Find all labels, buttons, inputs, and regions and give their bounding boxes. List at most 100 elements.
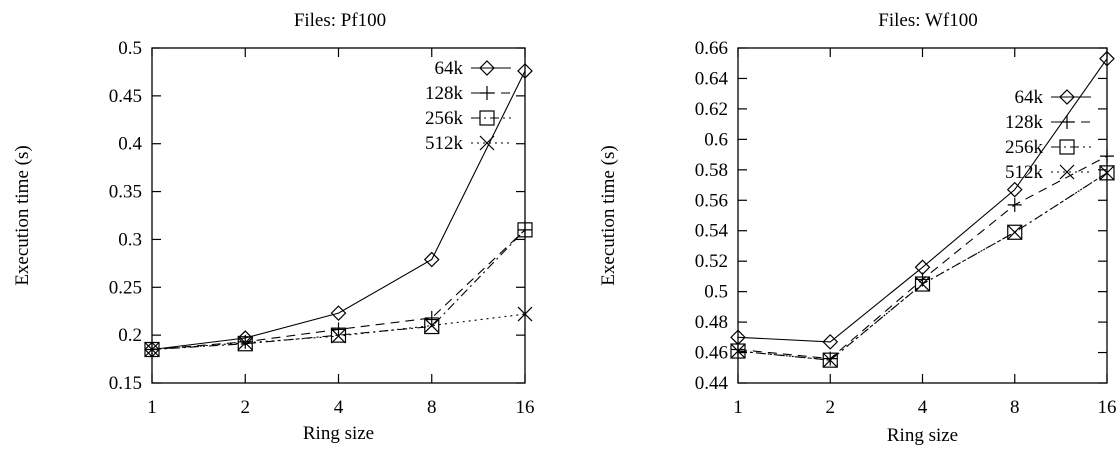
data-point [517, 222, 533, 238]
series-128k [731, 149, 1114, 366]
data-point [1099, 165, 1115, 181]
legend-entry: 64k [435, 58, 511, 79]
data-point [424, 318, 440, 333]
x-tick-label: 16 [1098, 397, 1117, 418]
y-tick-label: 0.56 [695, 190, 728, 211]
data-point [822, 352, 838, 368]
legend-entry: 256k [425, 108, 511, 129]
data-point [517, 63, 533, 79]
chart-2: 0.44 0.46 0.48 0.5 0.52 0.54 0.56 0.58 0.6 0.62 0.… [598, 10, 1117, 446]
x-tick-label: 2 [826, 397, 836, 418]
legend-label: 256k [425, 108, 464, 129]
x-tick-label: 8 [1010, 397, 1020, 418]
legend-marker [480, 86, 494, 100]
data-point [424, 318, 440, 335]
x-tick-label: 8 [427, 397, 437, 418]
data-point [331, 328, 346, 344]
legend-entry: 128k [1005, 112, 1091, 133]
data-point [822, 352, 838, 368]
legend-entry: 64k [1015, 87, 1091, 108]
data-point [1007, 224, 1023, 240]
legend-label: 64k [1015, 87, 1044, 108]
x-tick-label: 4 [918, 397, 928, 418]
legend-label: 512k [425, 133, 464, 154]
series-256k [144, 222, 533, 358]
y-tick-label: 0.66 [695, 38, 728, 59]
legend-label: 128k [425, 83, 464, 104]
data-point [424, 310, 439, 325]
x-tick-label: 1 [733, 397, 743, 418]
chart-1: 0.15 0.2 0.25 0.3 0.35 0.4 0.45 0.5 1 2 4 8 16 Files:… [12, 10, 535, 444]
legend-marker [1059, 89, 1075, 105]
legend-label: 512k [1005, 162, 1044, 183]
y-tick-label: 0.25 [109, 277, 142, 298]
x-axis-label: Ring size [887, 425, 958, 445]
y-tick-label: 0.54 [695, 221, 729, 242]
series-64k [730, 50, 1115, 350]
x-tick-label: 16 [516, 397, 535, 418]
y-tick-label: 0.35 [109, 182, 142, 203]
y-tick-label: 0.6 [704, 129, 728, 150]
data-point [822, 334, 839, 350]
y-tick-label: 0.44 [695, 373, 729, 394]
series-line [737, 172, 1108, 361]
series-512k [730, 165, 1115, 368]
y-axis-label: Execution time (s) [598, 145, 619, 285]
series-line [737, 155, 1108, 360]
data-point [823, 351, 838, 366]
legend-label: 128k [1005, 112, 1044, 133]
legend-marker [1060, 115, 1074, 129]
data-point [237, 336, 253, 352]
data-point [1007, 224, 1023, 240]
y-tick-label: 0.15 [109, 373, 142, 394]
y-tick-label: 0.52 [695, 251, 728, 272]
legend-entry: 512k [425, 133, 511, 154]
chart-title: Files: Wf100 [878, 10, 977, 31]
y-tick-label: 0.64 [695, 68, 729, 89]
chart-title: Files: Pf100 [294, 10, 386, 31]
y-tick-label: 0.48 [695, 312, 728, 333]
x-tick-label: 4 [334, 397, 344, 418]
y-tick-label: 0.2 [118, 325, 142, 346]
data-point [330, 327, 347, 343]
legend-marker [1059, 139, 1075, 155]
series-256k [730, 165, 1115, 368]
legend-marker [479, 60, 495, 76]
series-512k [144, 306, 533, 357]
legend-entry: 256k [1005, 137, 1091, 158]
data-point [914, 276, 931, 292]
y-tick-label: 0.62 [695, 99, 728, 120]
legend-entry: 512k [1005, 162, 1091, 183]
y-tick-label: 0.5 [704, 282, 728, 303]
x-axis-label: Ring size [303, 423, 374, 444]
x-tick-label: 2 [241, 397, 251, 418]
y-tick-label: 0.58 [695, 160, 728, 181]
data-point [331, 322, 346, 337]
data-point [517, 306, 533, 322]
data-point [518, 222, 532, 237]
data-point [1006, 181, 1023, 198]
y-axis-label: Execution time (s) [12, 145, 33, 285]
data-point [915, 276, 930, 292]
y-tick-label: 0.5 [118, 38, 142, 59]
legend-marker [479, 110, 495, 126]
series-line [151, 229, 526, 351]
legend-entry: 128k [425, 83, 511, 104]
data-point [423, 251, 440, 268]
y-tick-label: 0.4 [118, 134, 142, 155]
data-point [730, 343, 746, 359]
data-point [1099, 165, 1115, 181]
data-point [1007, 197, 1022, 212]
series-line [737, 172, 1108, 361]
y-tick-label: 0.45 [109, 86, 142, 107]
legend-label: 256k [1005, 137, 1044, 158]
y-tick-label: 0.46 [695, 343, 728, 364]
series-64k [144, 63, 533, 358]
data-point [1099, 50, 1115, 67]
data-point [144, 342, 160, 357]
series-line [151, 70, 526, 351]
series-line [737, 58, 1108, 343]
x-tick-label: 1 [147, 397, 157, 418]
